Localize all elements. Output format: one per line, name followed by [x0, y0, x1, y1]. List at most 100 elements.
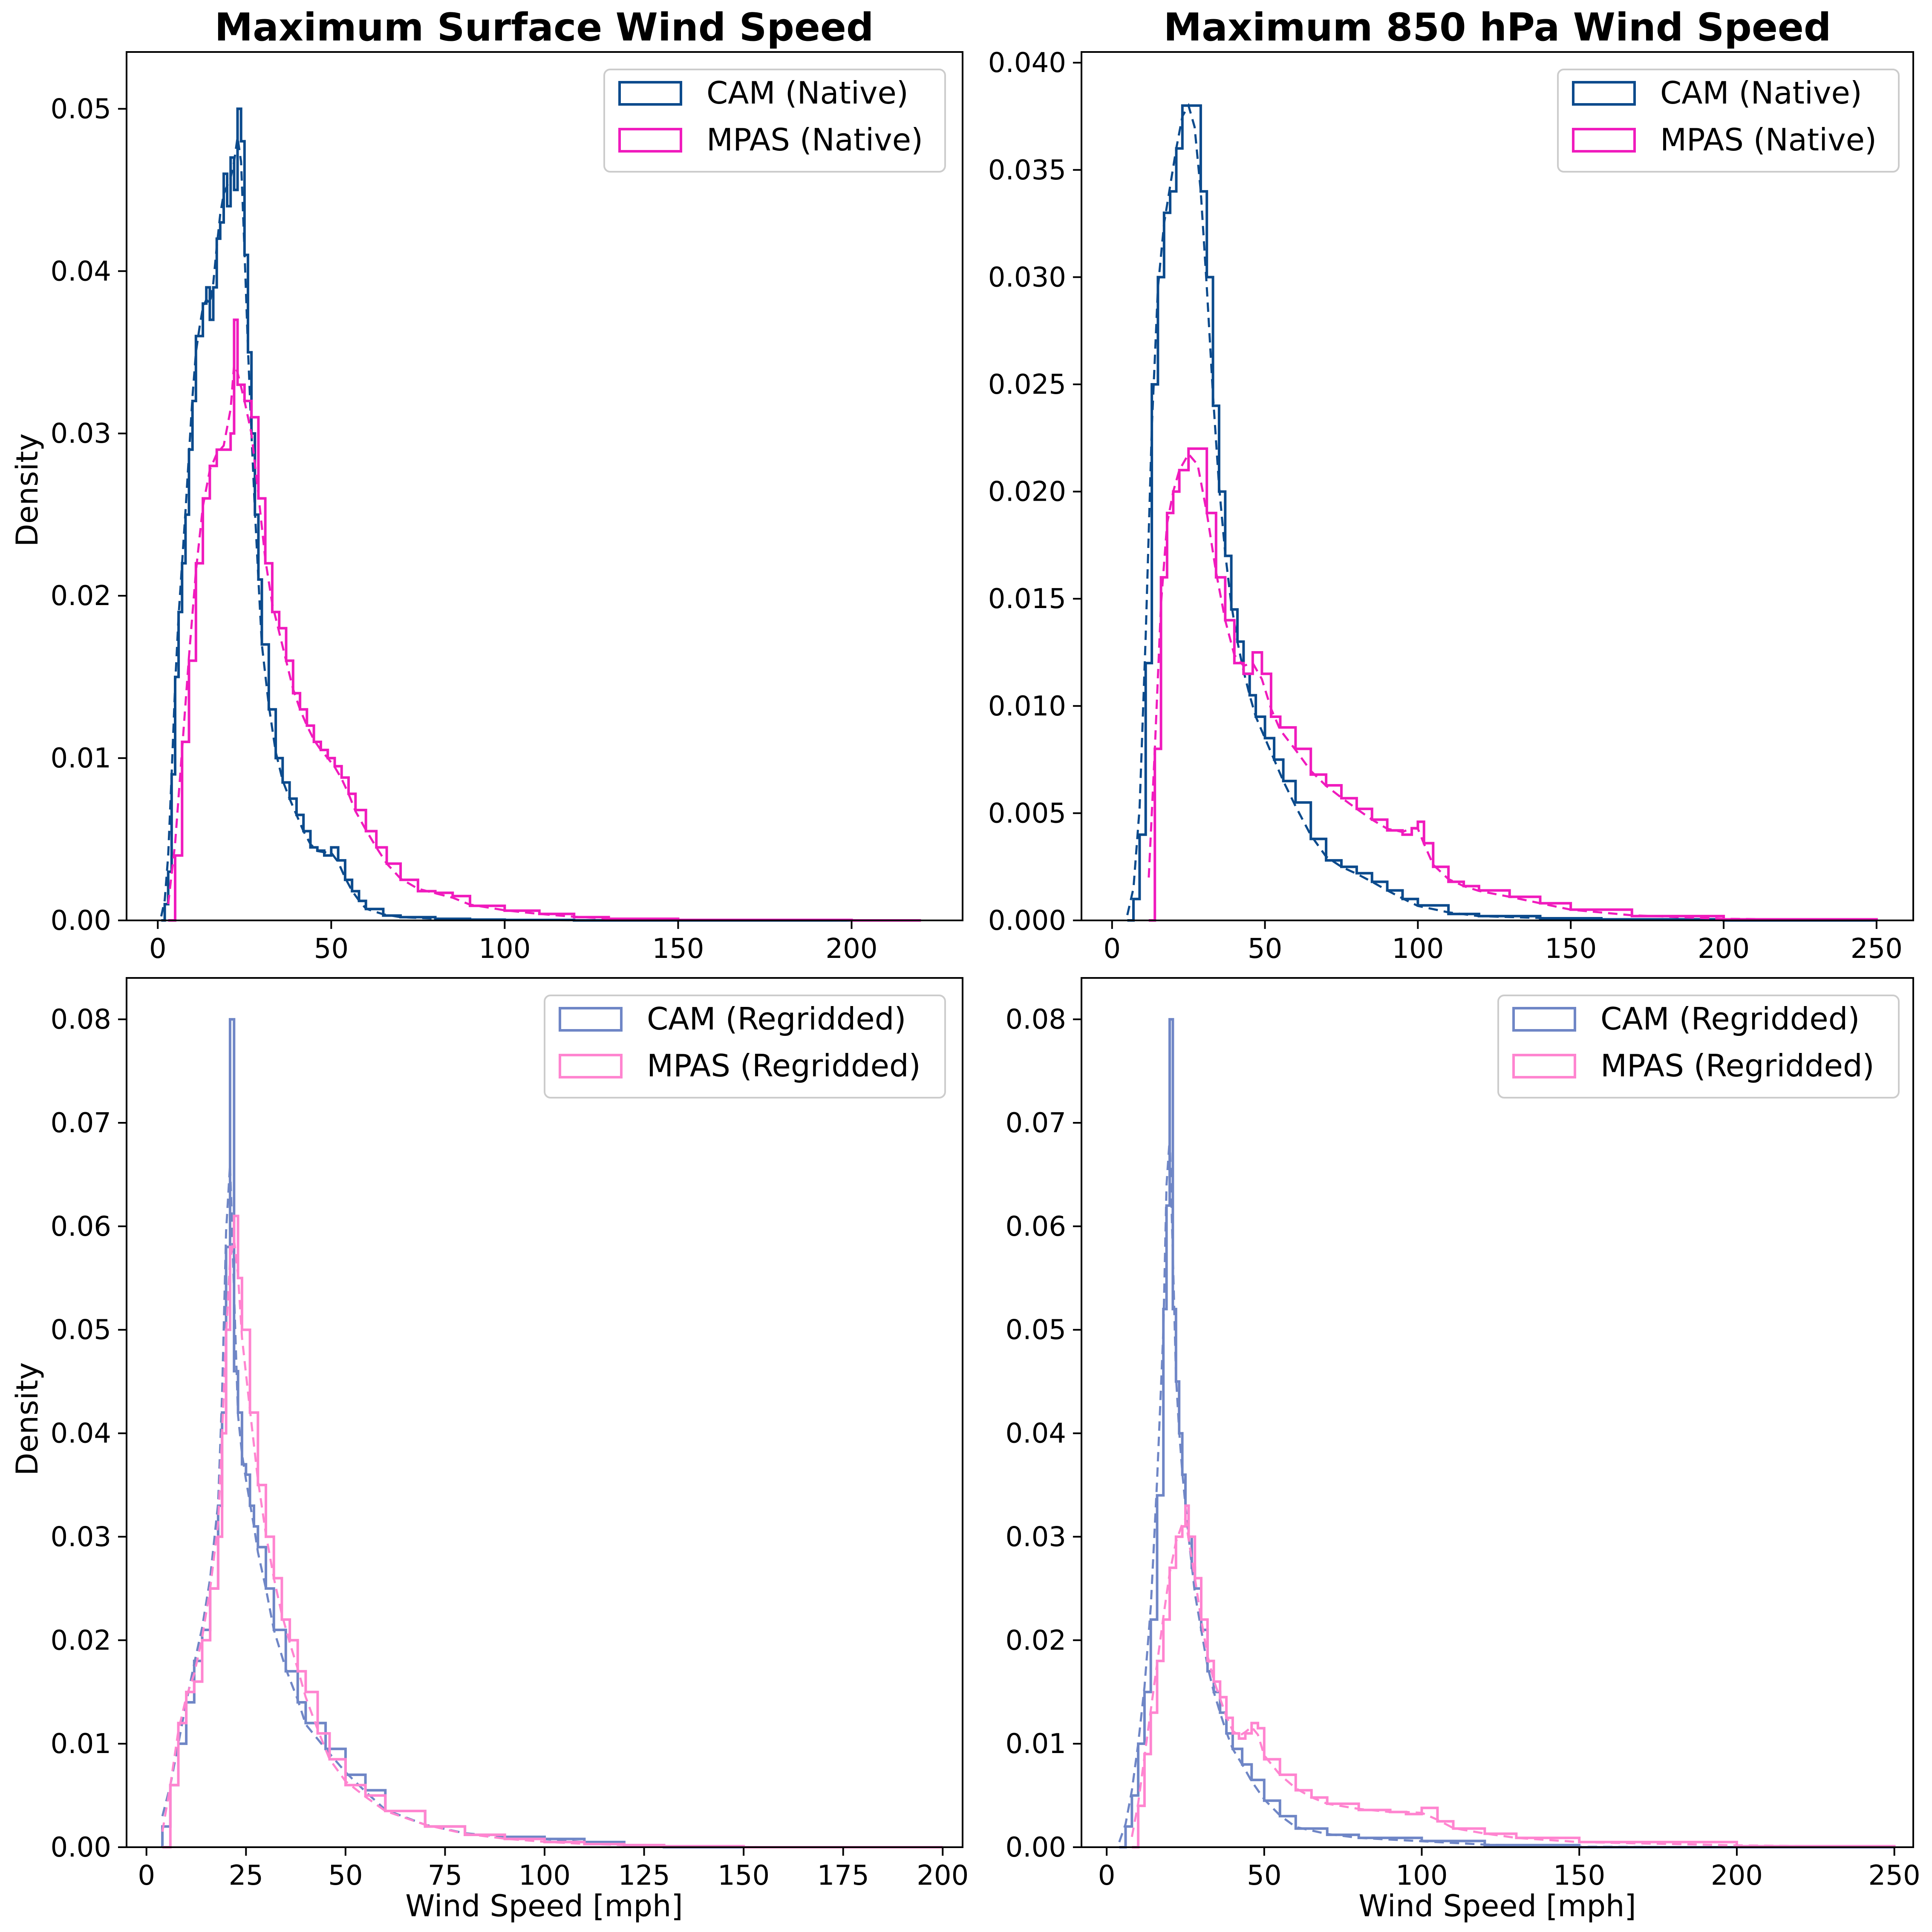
- chart-title: Maximum 850 hPa Wind Speed: [1164, 5, 1831, 50]
- legend-label-mpas-regridded: MPAS (Regridded): [647, 1048, 921, 1084]
- x-tick-label: 50: [1248, 933, 1282, 965]
- x-tick-label: 0: [149, 933, 167, 965]
- panel-surface-native: Maximum Surface Wind Speed Density 0 50 10…: [10, 5, 963, 965]
- legend-label-cam-native: CAM (Native): [706, 75, 908, 111]
- series-cam-native-kde: [1126, 103, 1877, 922]
- x-tick-label: 25: [229, 1860, 263, 1892]
- x-tick-label: 200: [825, 933, 877, 965]
- x-tick-label: 0: [1103, 933, 1121, 965]
- series-cam-native-histogram: [161, 107, 852, 922]
- series-cam-regridded-histogram: [161, 1018, 943, 1848]
- plot-area: 0 50 100 150 200 250 0.00 0.01 0.02 0.03 0.04 0.05 0…: [1006, 977, 1920, 1892]
- y-tick-label: 0.07: [1006, 1107, 1067, 1139]
- axes-frame: [1081, 51, 1914, 921]
- legend-label-cam-native: CAM (Native): [1660, 75, 1862, 111]
- series-mpas-regridded-histogram: [162, 1214, 943, 1848]
- x-tick-label: 250: [1851, 933, 1903, 965]
- y-tick-label: 0.01: [1006, 1728, 1067, 1760]
- legend-label-cam-regridded: CAM (Regridded): [1600, 1001, 1860, 1037]
- y-tick-label: 0.025: [988, 369, 1066, 401]
- legend: CAM (Regridded) MPAS (Regridded): [1497, 995, 1900, 1099]
- x-tick-label: 50: [314, 933, 349, 965]
- y-tick-label: 0.02: [51, 1625, 112, 1656]
- y-tick-label: 0.030: [988, 262, 1066, 293]
- legend-frame: [1557, 69, 1900, 173]
- y-tick-label: 0.00: [51, 1832, 112, 1863]
- series-cam-regridded-kde: [1118, 1138, 1895, 1848]
- y-tick-label: 0.05: [51, 93, 112, 125]
- y-axis-label: Density: [10, 433, 45, 547]
- y-tick-label: 0.05: [1006, 1315, 1067, 1346]
- x-tick-label: 0: [138, 1860, 155, 1892]
- y-tick-label: 0.04: [51, 256, 112, 287]
- x-tick-label: 200: [1711, 1860, 1763, 1892]
- chart-title: Maximum Surface Wind Speed: [215, 5, 874, 50]
- x-tick-label: 0: [1098, 1860, 1116, 1892]
- x-tick-label: 100: [1396, 1860, 1448, 1892]
- legend-frame: [544, 995, 946, 1099]
- series-cam-regridded-histogram: [1119, 1018, 1895, 1848]
- series-mpas-native-kde: [167, 364, 921, 922]
- x-tick-label: 150: [1545, 933, 1597, 965]
- y-tick-label: 0.015: [988, 583, 1066, 615]
- legend-swatch-mpas-native: [1572, 128, 1636, 153]
- plot-area: 0 25 50 75 100 125 150 175 200 0.00 0.01 0.02 0.03 0.…: [51, 977, 969, 1892]
- x-tick-label: 100: [479, 933, 531, 965]
- series-mpas-native-histogram: [1148, 447, 1878, 922]
- series-cam-regridded-kde: [161, 1164, 943, 1848]
- series-mpas-regridded-kde: [1130, 1515, 1895, 1848]
- y-tick-label: 0.005: [988, 798, 1066, 829]
- x-tick-label: 200: [917, 1860, 969, 1892]
- y-tick-label: 0.05: [51, 1315, 112, 1346]
- y-tick-label: 0.035: [988, 155, 1066, 186]
- legend-label-cam-regridded: CAM (Regridded): [647, 1001, 906, 1037]
- legend-swatch-cam-native: [618, 81, 682, 106]
- legend-frame: [603, 69, 946, 173]
- legend-swatch-mpas-regridded: [559, 1054, 623, 1078]
- y-tick-label: 0.01: [51, 743, 112, 774]
- x-tick-label: 100: [519, 1860, 571, 1892]
- x-tick-label: 150: [718, 1860, 770, 1892]
- legend-label-mpas-native: MPAS (Native): [1660, 122, 1877, 158]
- axes-frame: [126, 51, 963, 921]
- y-tick-label: 0.02: [1006, 1625, 1067, 1656]
- y-tick-label: 0.04: [1006, 1418, 1067, 1450]
- y-tick-label: 0.010: [988, 691, 1066, 722]
- x-axis-label: Wind Speed [mph]: [405, 1889, 683, 1923]
- legend-swatch-cam-regridded: [1512, 1007, 1576, 1032]
- x-tick-label: 75: [428, 1860, 462, 1892]
- x-tick-label: 50: [1247, 1860, 1281, 1892]
- y-tick-label: 0.07: [51, 1107, 112, 1139]
- x-tick-label: 150: [1553, 1860, 1605, 1892]
- x-tick-label: 125: [618, 1860, 670, 1892]
- y-tick-label: 0.00: [1006, 1832, 1067, 1863]
- legend-swatch-mpas-native: [618, 128, 682, 153]
- legend: CAM (Regridded) MPAS (Regridded): [544, 995, 946, 1099]
- y-tick-label: 0.020: [988, 476, 1066, 508]
- x-tick-label: 250: [1869, 1860, 1920, 1892]
- series-mpas-native-kde: [1148, 452, 1877, 921]
- panel-surface-regridded: Density Wind Speed [mph] 0 25 50 75 100 125 15…: [10, 977, 969, 1923]
- x-tick-label: 175: [817, 1860, 869, 1892]
- x-tick-label: 50: [328, 1860, 363, 1892]
- legend-swatch-cam-native: [1572, 81, 1636, 106]
- y-tick-label: 0.06: [51, 1211, 112, 1243]
- y-tick-label: 0.01: [51, 1728, 112, 1760]
- y-tick-label: 0.04: [51, 1418, 112, 1450]
- plot-area: 0 50 100 150 200 0.00 0.01 0.02 0.03 0.04 0.05: [51, 51, 963, 965]
- y-tick-label: 0.08: [51, 1004, 112, 1035]
- y-tick-label: 0.040: [988, 47, 1066, 79]
- plot-area: 0 50 100 150 200 250 0.000 0.005 0.010 0.015 0.020…: [988, 47, 1914, 965]
- y-tick-label: 0.08: [1006, 1004, 1067, 1035]
- panel-850hpa-native: Maximum 850 hPa Wind Speed 0 50 100 150 200 2…: [988, 5, 1914, 965]
- series-cam-native-histogram: [1127, 104, 1877, 922]
- legend-swatch-cam-regridded: [559, 1007, 623, 1032]
- y-tick-label: 0.03: [51, 1521, 112, 1553]
- series-mpas-native-histogram: [168, 318, 921, 922]
- axes-frame: [1081, 977, 1914, 1848]
- y-tick-label: 0.06: [1006, 1211, 1067, 1243]
- y-tick-label: 0.00: [51, 905, 112, 937]
- x-axis-label: Wind Speed [mph]: [1358, 1889, 1636, 1923]
- series-mpas-regridded-histogram: [1132, 1504, 1896, 1848]
